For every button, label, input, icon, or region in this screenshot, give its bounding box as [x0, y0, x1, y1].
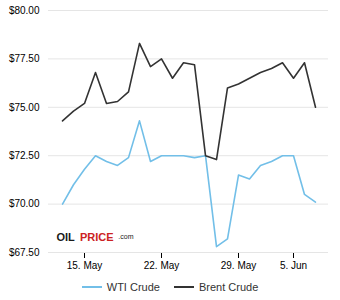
- svg-text:22. May: 22. May: [144, 260, 180, 271]
- html-text:WTI Crude: WTI Crude: [106, 281, 160, 293]
- svg-text:OIL: OIL: [57, 231, 76, 243]
- svg-text:29. May: 29. May: [221, 260, 257, 271]
- svg-text:$77.50: $77.50: [9, 53, 40, 64]
- svg-text:15. May: 15. May: [67, 260, 103, 271]
- svg-text:$75.00: $75.00: [9, 102, 40, 113]
- svg-text:PRICE: PRICE: [80, 231, 114, 243]
- svg-text:$67.50: $67.50: [9, 247, 40, 258]
- svg-text:.com: .com: [118, 233, 133, 240]
- html-text:Brent Crude: Brent Crude: [198, 281, 259, 293]
- svg-text:$72.50: $72.50: [9, 150, 40, 161]
- svg-text:5. Jun: 5. Jun: [280, 260, 307, 271]
- svg-text:$80.00: $80.00: [9, 5, 40, 16]
- svg-text:$70.00: $70.00: [9, 198, 40, 209]
